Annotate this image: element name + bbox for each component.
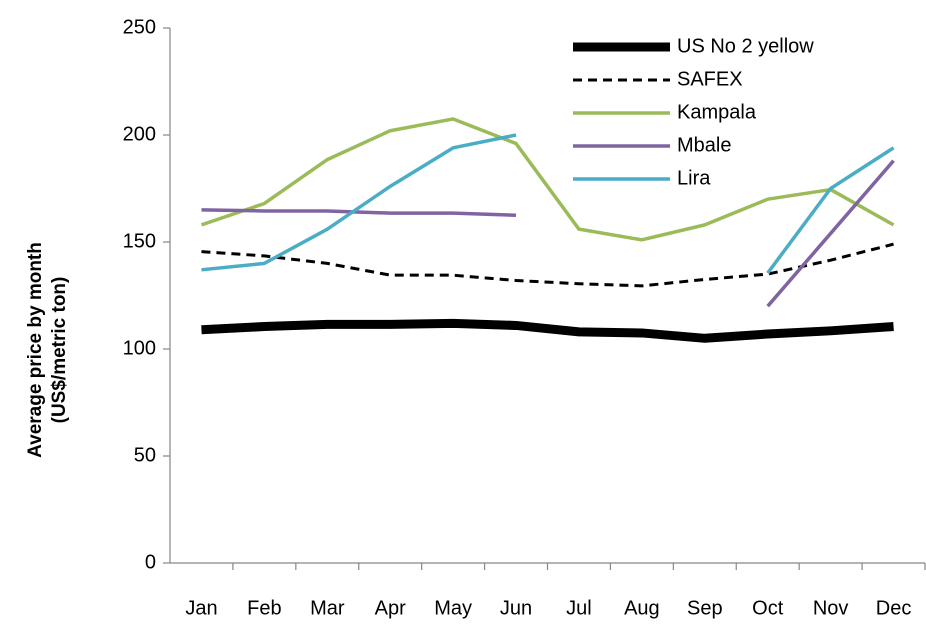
series-line <box>201 242 894 288</box>
x-tick-label: Sep <box>687 597 723 619</box>
x-tick-label: Mar <box>310 597 345 619</box>
y-tick-label: 50 <box>134 444 156 466</box>
x-tick-label: May <box>434 597 472 619</box>
series-line <box>201 133 895 275</box>
x-tick-label: Oct <box>752 597 784 619</box>
legend-label: US No 2 yellow <box>677 35 814 57</box>
x-tick-label: Jun <box>500 597 532 619</box>
y-tick-label: 0 <box>145 551 156 573</box>
x-tick-label: Jul <box>566 597 592 619</box>
x-tick-label: Apr <box>375 597 406 619</box>
y-tick-label: 250 <box>123 16 156 38</box>
y-tick-label: 200 <box>123 123 156 145</box>
x-tick-label: Nov <box>813 597 849 619</box>
x-tick-label: Dec <box>876 597 912 619</box>
legend-label: SAFEX <box>677 68 743 90</box>
x-tick-label: Jan <box>185 597 217 619</box>
series-line <box>201 318 894 343</box>
legend-label: Lira <box>677 167 711 189</box>
y-axis-label: (US$/metric ton) <box>49 277 70 424</box>
legend-label: Mbale <box>677 134 731 156</box>
y-tick-label: 100 <box>123 337 156 359</box>
series-line <box>200 117 895 242</box>
y-axis-label: Average price by month <box>25 242 46 458</box>
x-tick-label: Aug <box>624 597 660 619</box>
y-tick-label: 150 <box>123 230 156 252</box>
series-line <box>201 159 895 308</box>
legend-label: Kampala <box>677 101 757 123</box>
x-tick-label: Feb <box>247 597 281 619</box>
